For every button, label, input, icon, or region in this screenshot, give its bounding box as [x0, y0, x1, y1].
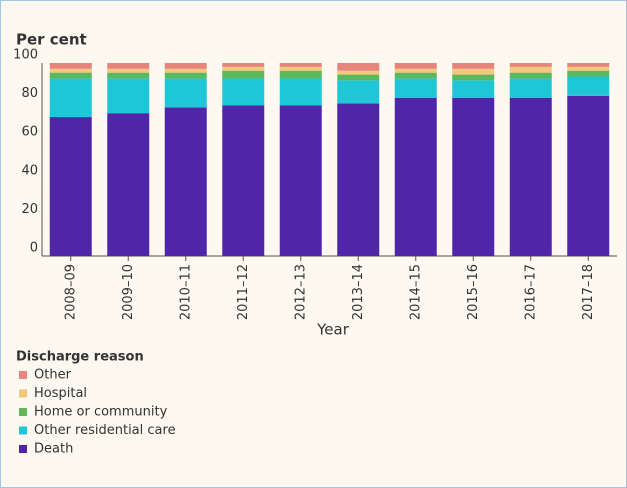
bar-segment [567, 66, 610, 71]
bar-segment [279, 78, 322, 106]
bar-segment [222, 63, 265, 67]
bar-segment [394, 72, 437, 79]
legend-swatch [19, 371, 27, 379]
y-tick-label: 20 [21, 202, 38, 217]
bar-segment [49, 72, 92, 79]
bar-segment [337, 63, 380, 71]
bar-segment [394, 78, 437, 98]
bar-segment [394, 97, 437, 257]
x-tick-label: 2008–09 [63, 264, 78, 320]
bar-segment [509, 97, 552, 257]
bar-segment [509, 72, 552, 79]
legend-swatch [19, 408, 27, 416]
x-tick-label: 2010–11 [178, 264, 193, 320]
legend-label: Other residential care [34, 423, 176, 438]
legend-label: Other [34, 368, 72, 383]
bar-segment [509, 63, 552, 67]
bar-segment [394, 63, 437, 69]
bar-segment [337, 80, 380, 104]
y-axis-label: Per cent [16, 31, 87, 49]
bar-segment [509, 66, 552, 73]
bar-segment [164, 68, 207, 73]
bar-segment [509, 78, 552, 98]
x-tick-label: 2013–14 [351, 264, 366, 320]
bar-segment [107, 113, 150, 257]
bar-segment [49, 117, 92, 256]
legend-label: Hospital [34, 386, 87, 401]
bar-segment [49, 78, 92, 118]
x-tick-label: 2009–10 [121, 264, 136, 320]
bar-segment [49, 63, 92, 69]
y-tick-label: 100 [13, 48, 38, 63]
legend-swatch [19, 426, 27, 435]
legend-title: Discharge reason [16, 350, 144, 365]
bar-segment [452, 80, 495, 98]
legend-swatch [19, 445, 27, 453]
bar-segment [452, 68, 495, 75]
x-tick-label: 2012–13 [293, 264, 308, 320]
bar-segment [164, 63, 207, 69]
bar-segment [107, 63, 150, 69]
y-tick-label: 80 [21, 86, 38, 101]
bar-segment [107, 78, 150, 114]
y-tick-label: 60 [21, 125, 38, 140]
bar-segment [567, 63, 610, 67]
bar-segment [337, 74, 380, 81]
bar-segment [107, 68, 150, 73]
bar-segment [164, 107, 207, 256]
bar-segment [279, 105, 322, 257]
bar-segment [222, 70, 265, 79]
legend-label: Death [34, 442, 73, 457]
bar-segment [394, 68, 437, 73]
y-tick-label: 40 [21, 163, 38, 178]
bar-segment [452, 97, 495, 257]
y-tick-label: 0 [30, 241, 38, 256]
bar-segment [337, 70, 380, 75]
bar-segment [222, 78, 265, 106]
bar-segment [567, 70, 610, 77]
x-tick-label: 2015–16 [466, 264, 481, 320]
legend-label: Home or community [34, 405, 168, 420]
bar-segment [337, 103, 380, 256]
bar-segment [222, 105, 265, 257]
bar-segment [49, 68, 92, 73]
x-tick-label: 2016–17 [523, 264, 538, 320]
legend-swatch [19, 389, 27, 398]
x-tick-label: 2017–18 [581, 264, 596, 320]
bar-segment [452, 74, 495, 81]
bar-segment [164, 72, 207, 79]
bar-segment [567, 76, 610, 96]
bar-segment [164, 78, 207, 108]
x-axis-label: Year [316, 321, 350, 339]
bar-segment [452, 63, 495, 69]
bar-segment [222, 66, 265, 71]
x-tick-label: 2014–15 [408, 264, 423, 320]
bar-segment [567, 95, 610, 256]
bar-segment [279, 63, 322, 67]
x-tick-label: 2011–12 [236, 264, 251, 320]
bar-segment [279, 66, 322, 71]
bar-segment [107, 72, 150, 79]
bar-segment [279, 70, 322, 79]
